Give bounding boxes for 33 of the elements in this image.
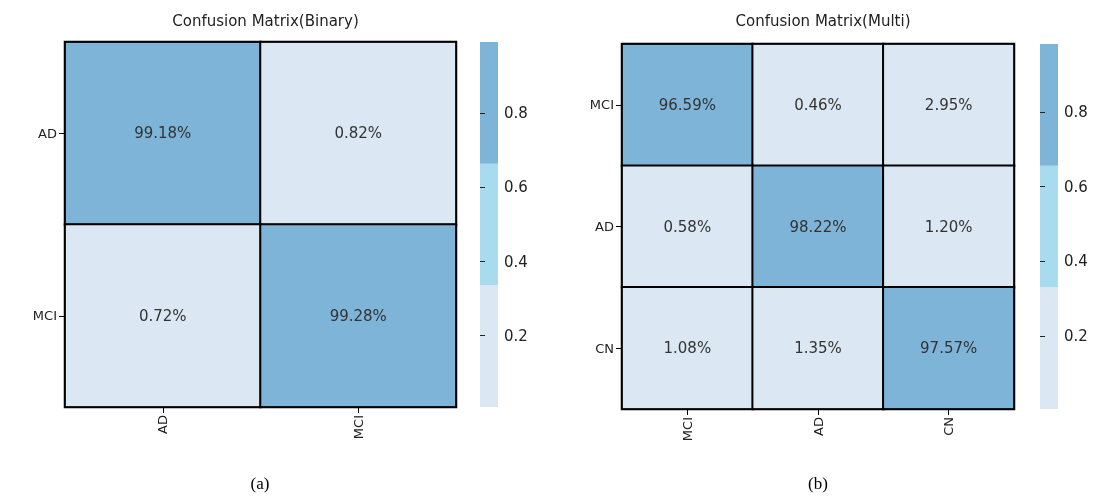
data-label: 1.35% [794,339,842,358]
text: (a) [250,474,270,493]
data-label: 0.72% [138,306,187,325]
color-bar-label: 0.8 [504,104,528,123]
x-tick-label: CN [941,417,957,436]
color-bar-label: 0.2 [1064,327,1088,346]
x-tick-label: MCI [679,417,695,442]
data-label: 1.08% [663,339,712,358]
y-tick-label: MCI [589,97,614,113]
data-label: 97.57% [920,339,978,358]
data-label: 98.22% [789,217,847,236]
x-tick-label: AD [155,415,171,434]
chart-title: Confusion Matrix(Binary) [172,11,359,30]
x-tick-label: AD [810,417,826,436]
chart-title: Confusion Matrix(Multi) [735,11,911,30]
color-bar-label: 0.4 [504,252,528,271]
color-bar-label: 0.6 [504,178,528,197]
color-bar-label: 0.2 [504,326,528,345]
y-tick-label: AD [595,219,614,234]
data-label: 2.95% [924,95,973,114]
color-bar-label: 0.6 [1064,177,1088,196]
y-tick-label: CN [595,340,614,356]
color-bar-label: 0.8 [1064,103,1088,122]
data-label: 1.20% [924,217,973,236]
data-label: 0.82% [334,124,383,143]
x-tick-label: MCI [350,415,366,440]
data-label: 0.46% [794,95,842,114]
data-label: 99.28% [329,306,387,325]
data-label: 96.59% [658,95,716,114]
data-label: 99.18% [134,124,192,143]
data-label: 0.58% [663,217,712,236]
color-bar-label: 0.4 [1064,252,1088,271]
text: (b) [808,474,828,493]
